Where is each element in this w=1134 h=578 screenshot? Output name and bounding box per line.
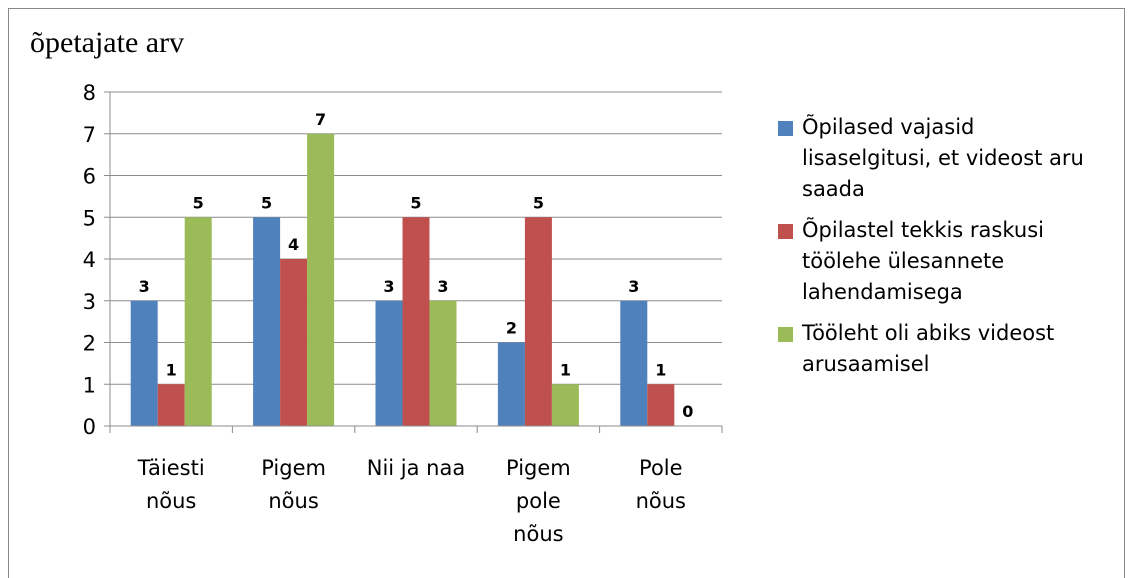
y-tick-label: 3 [83, 290, 96, 314]
legend-swatch [778, 224, 793, 239]
bar [524, 217, 552, 426]
y-tick-label: 7 [83, 123, 96, 147]
bar [280, 259, 308, 426]
x-tick-label: Nii ja naa [366, 456, 466, 480]
bar [551, 384, 579, 426]
data-label: 3 [383, 277, 394, 296]
data-label: 4 [288, 235, 299, 254]
bar [375, 300, 403, 426]
data-label: 5 [193, 193, 204, 212]
legend-swatch [778, 121, 793, 136]
bar [130, 300, 158, 426]
data-label: 7 [315, 110, 326, 129]
legend-entry: Õpilastel tekkis raskusi töölehe ülesann… [778, 215, 1108, 308]
legend-entry: Õpilased vajasid lisaselgitusi, et video… [778, 112, 1108, 205]
bar [647, 384, 675, 426]
legend-swatch [778, 327, 793, 342]
bar [184, 217, 212, 426]
y-tick-label: 0 [83, 415, 96, 439]
x-tick-label: Pole nõus [635, 456, 686, 513]
legend: Õpilased vajasid lisaselgitusi, et video… [778, 112, 1108, 390]
y-tick-label: 8 [83, 81, 96, 105]
x-tick-label: Täiesti nõus [137, 456, 205, 513]
chart-title: õpetajate arv [30, 26, 185, 59]
bar [620, 300, 648, 426]
data-label: 0 [682, 402, 693, 421]
y-tick-label: 6 [83, 165, 96, 189]
data-label: 5 [261, 193, 272, 212]
y-tick-label: 5 [83, 206, 96, 230]
data-label: 1 [166, 360, 177, 379]
bar [157, 384, 185, 426]
data-label: 5 [533, 193, 544, 212]
bar [429, 300, 457, 426]
x-tick-label: Pigem nõus [261, 456, 326, 513]
y-tick-label: 2 [83, 332, 96, 356]
data-label: 5 [410, 193, 421, 212]
bar [253, 217, 281, 426]
bar [497, 342, 525, 426]
y-tick-label: 1 [83, 373, 96, 397]
legend-label: Õpilastel tekkis raskusi töölehe ülesann… [802, 218, 1044, 304]
legend-label: Tööleht oli abiks videost arusaamisel [802, 321, 1055, 376]
legend-label: Õpilased vajasid lisaselgitusi, et video… [802, 115, 1084, 201]
data-label: 2 [506, 319, 517, 338]
data-label: 3 [139, 277, 150, 296]
y-tick-label: 4 [83, 248, 96, 272]
data-label: 1 [655, 360, 666, 379]
bar [402, 217, 430, 426]
bar [307, 133, 335, 426]
data-label: 3 [437, 277, 448, 296]
chart-frame [8, 8, 1125, 578]
legend-entry: Tööleht oli abiks videost arusaamisel [778, 318, 1108, 380]
x-tick-label: Pigem pole nõus [506, 456, 571, 546]
data-label: 1 [560, 360, 571, 379]
data-label: 3 [628, 277, 639, 296]
